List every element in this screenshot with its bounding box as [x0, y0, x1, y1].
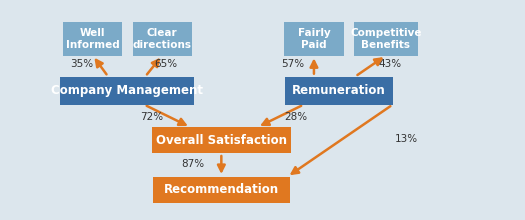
FancyBboxPatch shape: [354, 22, 418, 56]
FancyBboxPatch shape: [63, 22, 122, 56]
Text: 57%: 57%: [281, 59, 304, 69]
FancyBboxPatch shape: [285, 22, 343, 56]
Text: 72%: 72%: [140, 112, 163, 122]
Text: Well
Informed: Well Informed: [66, 28, 120, 50]
Text: Company Management: Company Management: [51, 84, 203, 97]
FancyBboxPatch shape: [285, 77, 393, 104]
Text: Overall Satisfaction: Overall Satisfaction: [156, 134, 287, 147]
Text: Recommendation: Recommendation: [164, 183, 279, 196]
Text: Clear
directions: Clear directions: [133, 28, 192, 50]
Text: 87%: 87%: [182, 159, 205, 169]
Text: 43%: 43%: [379, 59, 402, 69]
FancyBboxPatch shape: [60, 77, 194, 104]
Text: 35%: 35%: [70, 59, 93, 69]
Text: 13%: 13%: [395, 134, 418, 144]
Text: 65%: 65%: [154, 59, 177, 69]
FancyBboxPatch shape: [133, 22, 192, 56]
Text: Fairly
Paid: Fairly Paid: [298, 28, 330, 50]
Text: 28%: 28%: [285, 112, 308, 122]
Text: Competitive
Benefits: Competitive Benefits: [350, 28, 422, 50]
Text: Remuneration: Remuneration: [292, 84, 385, 97]
FancyBboxPatch shape: [152, 127, 291, 153]
FancyBboxPatch shape: [153, 177, 289, 203]
